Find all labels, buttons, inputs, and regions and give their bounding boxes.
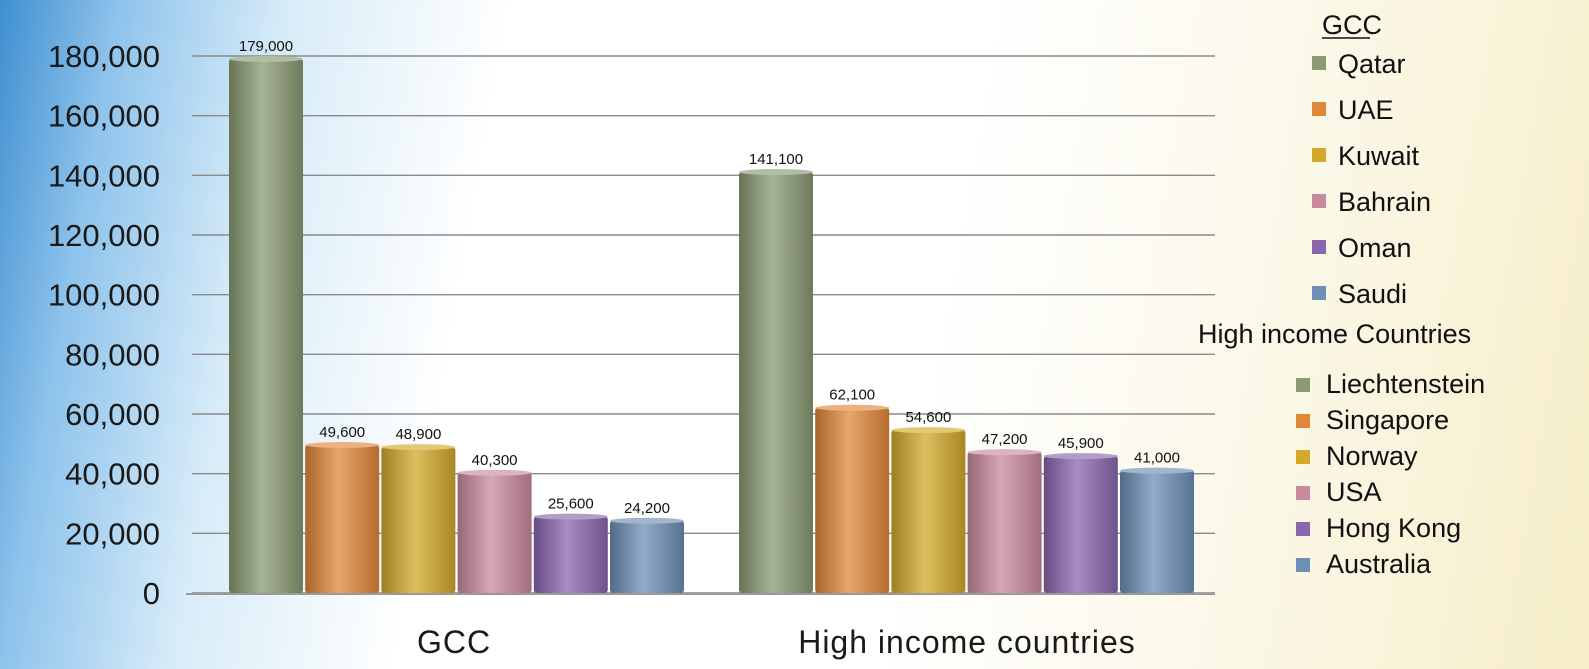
bar-bahrain <box>457 472 532 593</box>
bar-singapore <box>815 407 890 593</box>
bar-saudi <box>610 520 684 593</box>
legend: GCC Qatar UAE Kuwait Bahrain Oman Saudi High in… <box>1198 10 1485 579</box>
bar-qatar <box>229 58 303 593</box>
legend-swatch <box>1296 414 1310 428</box>
bar-top <box>1043 453 1118 460</box>
bar-top <box>815 404 890 411</box>
data-label: 47,200 <box>982 431 1028 448</box>
legend-swatch <box>1296 486 1310 500</box>
legend-item-label: Qatar <box>1338 49 1406 79</box>
bar-uae <box>305 445 380 593</box>
bar-top <box>229 55 303 62</box>
legend-title-high-income: High income Countries <box>1198 319 1471 349</box>
data-label: 25,600 <box>548 496 594 513</box>
legend-swatch <box>1312 194 1326 208</box>
bar-top <box>1120 467 1194 474</box>
y-tick-label: 40,000 <box>65 457 160 492</box>
legend-swatch <box>1296 522 1310 536</box>
y-tick-label: 140,000 <box>48 158 160 193</box>
category-labels: GCC High income countries <box>417 624 1136 660</box>
legend-swatch <box>1312 286 1326 300</box>
legend-swatch <box>1296 378 1310 392</box>
bar-oman <box>533 516 608 593</box>
legend-item-label: Saudi <box>1338 279 1407 309</box>
data-label: 62,100 <box>829 387 875 404</box>
data-label: 179,000 <box>239 38 293 55</box>
y-tick-label: 120,000 <box>48 218 160 253</box>
data-label: 45,900 <box>1058 435 1104 452</box>
legend-item-label: Australia <box>1326 549 1432 579</box>
bar-kuwait <box>381 447 456 593</box>
data-label: 48,900 <box>395 426 441 443</box>
legend-item-label: Kuwait <box>1338 141 1420 171</box>
legend-item-label: USA <box>1326 477 1382 507</box>
data-labels: 179,000 49,600 48,900 40,300 25,600 24,200 141… <box>239 38 1180 517</box>
legend-swatch <box>1296 558 1310 572</box>
data-label: 141,100 <box>749 151 803 168</box>
data-label: 24,200 <box>624 500 670 517</box>
data-label: 54,600 <box>905 409 951 426</box>
bar-top <box>457 469 532 476</box>
legend-item-label: Bahrain <box>1338 187 1431 217</box>
legend-swatch <box>1312 240 1326 254</box>
y-tick-label: 60,000 <box>65 397 160 432</box>
y-axis: 0 20,000 40,000 60,000 80,000 100,000 120,000 1… <box>48 39 1215 611</box>
y-tick-label: 20,000 <box>65 516 160 551</box>
y-tick-label: 180,000 <box>48 39 160 74</box>
legend-item-label: Norway <box>1326 441 1418 471</box>
y-tick-label: 160,000 <box>48 99 160 134</box>
legend-swatch <box>1312 56 1326 70</box>
legend-item-label: Liechtenstein <box>1326 369 1485 399</box>
bar-usa <box>967 452 1042 593</box>
bar-hong-kong <box>1043 456 1118 593</box>
legend-swatch <box>1312 148 1326 162</box>
legend-item-label: Singapore <box>1326 405 1449 435</box>
data-label: 49,600 <box>319 424 365 441</box>
bar-top <box>610 517 684 524</box>
legend-title-gcc: GCC <box>1322 10 1382 40</box>
x-category-label: GCC <box>417 624 491 660</box>
legend-item-label: Hong Kong <box>1326 513 1461 543</box>
legend-swatch <box>1296 450 1310 464</box>
y-tick-label: 80,000 <box>65 337 160 372</box>
bar-norway <box>891 430 966 593</box>
bar-top <box>305 442 380 449</box>
legend-item-label: Oman <box>1338 233 1412 263</box>
legend-item-label: UAE <box>1338 95 1394 125</box>
data-label: 41,000 <box>1134 450 1180 467</box>
bars <box>229 55 1194 593</box>
bar-top <box>891 427 966 434</box>
bar-top <box>533 513 608 520</box>
bar-liechtenstein <box>739 172 813 593</box>
x-category-label: High income countries <box>798 624 1136 660</box>
bar-top <box>381 444 456 451</box>
bar-top <box>967 449 1042 456</box>
y-tick-label: 0 <box>143 576 160 611</box>
data-label: 40,300 <box>472 452 518 469</box>
y-tick-label: 100,000 <box>48 278 160 313</box>
bar-australia <box>1120 470 1194 593</box>
bar-top <box>739 169 813 176</box>
legend-swatch <box>1312 102 1326 116</box>
